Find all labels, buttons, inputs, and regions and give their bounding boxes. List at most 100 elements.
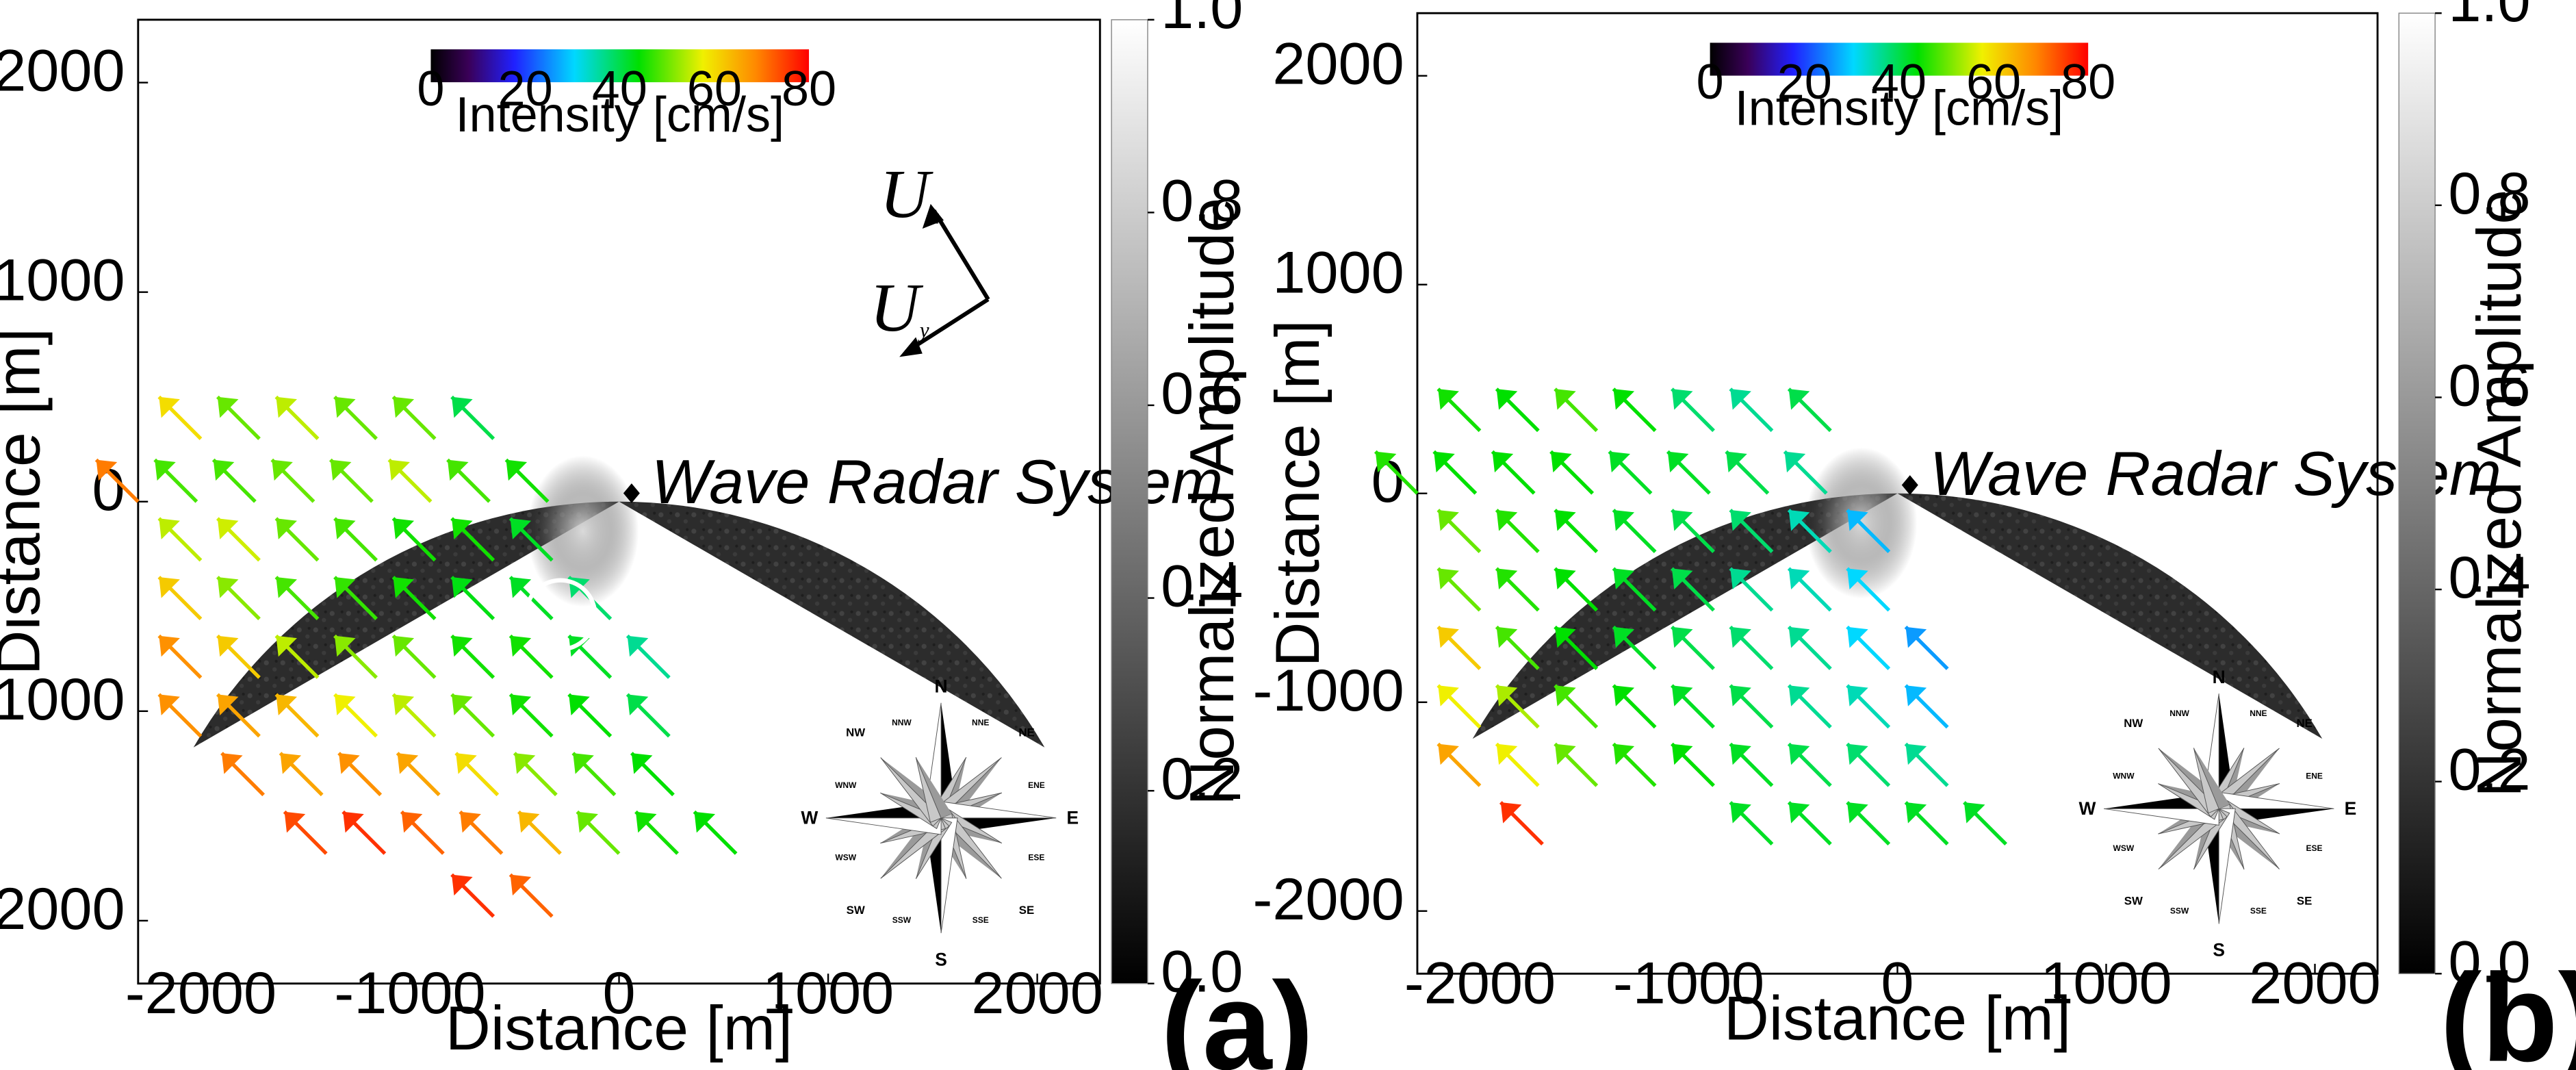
current-vector <box>1787 567 1832 612</box>
compass-label-wsw: WSW <box>835 853 856 863</box>
current-vector <box>1495 509 1540 554</box>
current-vector <box>1846 567 1891 612</box>
current-vector <box>1671 742 1715 787</box>
current-vector <box>1787 625 1832 670</box>
vector-head <box>397 753 419 774</box>
vector-head <box>276 694 297 715</box>
amplitude-colorbar-label: Normalized Amplitude <box>1177 198 1247 806</box>
vector-head <box>577 811 598 833</box>
vector-head <box>1788 685 1810 706</box>
vector-head <box>1788 389 1810 410</box>
current-vector <box>450 517 495 562</box>
compass-ray-shade <box>2193 808 2230 870</box>
amplitude-colorbar-tick: 0.4 <box>2448 545 2530 611</box>
amplitude-colorbar-tick: 0.4 <box>1161 554 1243 620</box>
vector-head <box>447 459 469 481</box>
vector-head <box>217 576 239 598</box>
vector-head <box>452 694 473 715</box>
vector-head <box>1730 626 1751 648</box>
vector-head <box>221 753 243 774</box>
speed-colorbar-tick: 40 <box>1872 55 1927 110</box>
vector-head <box>452 396 473 418</box>
current-vector <box>1608 450 1653 495</box>
current-vector <box>1499 801 1544 846</box>
vector-head <box>1555 509 1576 531</box>
current-vector <box>1671 567 1715 612</box>
current-vector <box>1495 684 1540 729</box>
compass-label-sse: SSE <box>973 915 989 925</box>
vector-head <box>452 635 473 657</box>
vector-head <box>96 459 118 481</box>
vector-head <box>159 518 180 539</box>
vector-head <box>159 694 180 715</box>
x-tick-label: 0 <box>602 960 635 1026</box>
amplitude-colorbar-tick: 0.6 <box>2448 353 2530 418</box>
vector-head <box>1551 451 1572 473</box>
vector-head <box>1788 568 1810 589</box>
compass-label-nw: NW <box>846 726 865 739</box>
x-tick-label: -1000 <box>334 960 485 1026</box>
vector-head <box>627 635 649 657</box>
current-vector <box>1554 742 1599 787</box>
compass-label-e: E <box>2345 798 2357 819</box>
current-vector <box>450 873 495 918</box>
vector-head <box>334 396 356 418</box>
compass-label-sw: SW <box>2124 894 2143 907</box>
current-vector <box>1729 625 1774 670</box>
current-vector <box>504 458 550 503</box>
vector-head <box>1438 389 1459 410</box>
compass-ray-shade <box>880 792 942 830</box>
speed-colorbar-tick: 80 <box>2061 55 2115 110</box>
vector-head <box>510 576 532 598</box>
current-vector <box>1904 801 1949 846</box>
amplitude-colorbar-tick: 0.8 <box>2448 161 2530 227</box>
current-vector <box>1671 625 1715 670</box>
current-vector <box>1612 509 1657 554</box>
current-vector <box>1612 567 1657 612</box>
y-axis-label: Distance [m] <box>1263 320 1332 667</box>
current-vector <box>1904 742 1949 787</box>
speed-colorbar-tick: 60 <box>1966 55 2021 110</box>
current-vector <box>1846 625 1891 670</box>
current-vector <box>450 576 495 621</box>
radar-sector-image <box>1472 493 2323 739</box>
current-vector <box>1437 567 1482 612</box>
current-vector <box>626 693 671 738</box>
compass-ray-shade <box>2158 783 2219 820</box>
current-vector <box>450 693 495 738</box>
current-vector <box>400 810 445 855</box>
vector-head <box>334 576 356 598</box>
current-vector <box>274 395 320 440</box>
current-vector <box>1729 684 1774 729</box>
vector-head <box>393 518 415 539</box>
compass-label-w: W <box>801 808 818 828</box>
current-vector <box>1904 684 1949 729</box>
current-vector <box>454 752 500 797</box>
vector-head <box>1905 743 1927 765</box>
current-vector <box>1554 684 1599 729</box>
vector-field <box>94 395 738 918</box>
x-tick-label: 0 <box>1881 951 1914 1017</box>
vector-head <box>631 753 653 774</box>
vector-head <box>456 753 477 774</box>
vector-head <box>1496 626 1518 648</box>
current-vector <box>391 517 437 562</box>
current-vector <box>576 810 621 855</box>
current-vector <box>1437 509 1482 554</box>
vector-head <box>393 635 415 657</box>
current-vector <box>387 458 433 503</box>
current-vector <box>513 752 558 797</box>
vector-head <box>393 396 415 418</box>
vector-head <box>159 396 180 418</box>
compass-ray-shade <box>915 817 953 879</box>
panel-a: -2000 -1000 0 1000 2000 2000 1000 0 -1000 -2000 Di… <box>0 0 1313 1070</box>
current-vector <box>333 517 378 562</box>
compass-ray <box>941 702 958 818</box>
compass-label-w: W <box>2079 798 2096 819</box>
current-vector <box>153 458 198 503</box>
x-axis-label: Distance [m] <box>446 993 793 1063</box>
radar-marker <box>1901 475 1918 495</box>
speed-colorbar-tick: 40 <box>593 62 647 116</box>
vector-head <box>1905 626 1927 648</box>
